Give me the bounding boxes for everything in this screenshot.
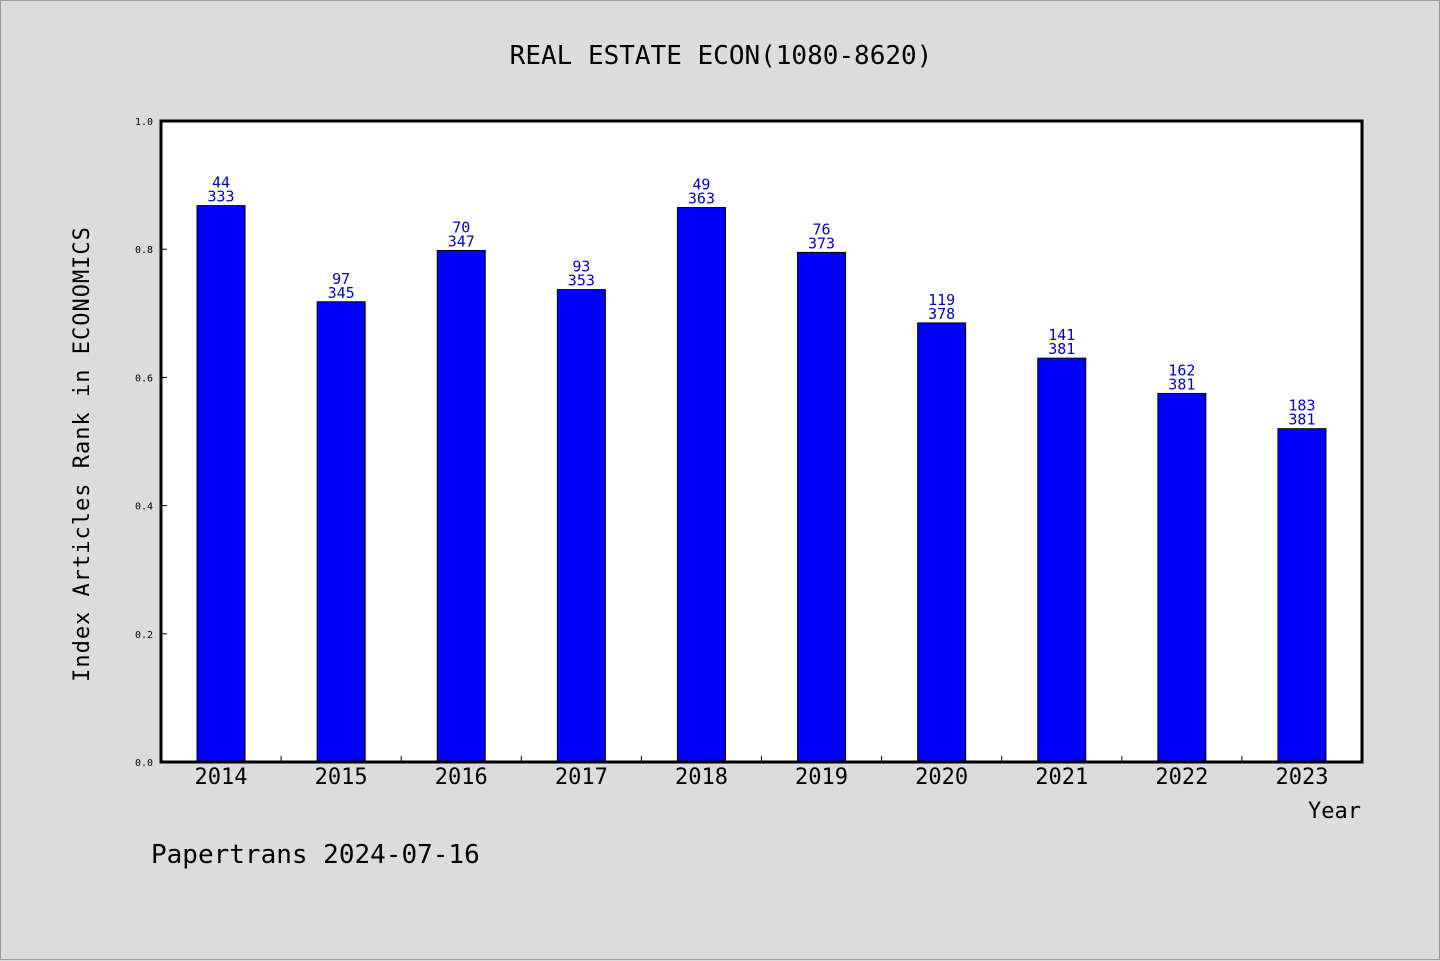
rank-label: 44 (212, 174, 230, 192)
rank-label: 93 (572, 258, 590, 276)
x-tick-label: 2023 (1275, 765, 1328, 790)
bars-layer: 4433397345703479335349363763731193781413… (196, 174, 1327, 763)
rank-label: 119 (928, 291, 955, 309)
rank-label: 183 (1288, 397, 1315, 415)
bar-2018 (676, 207, 726, 763)
total-label: 381 (1168, 375, 1195, 393)
chart-title: REAL ESTATE ECON(1080-8620) (510, 41, 933, 71)
rank-label: 162 (1168, 361, 1195, 379)
bar-2023 (1277, 428, 1327, 763)
plot-border (159, 119, 1364, 764)
bar-2021 (1037, 357, 1087, 763)
rank-label: 49 (692, 176, 710, 194)
bar-2017 (556, 289, 606, 763)
x-tick-label: 2021 (1035, 765, 1088, 790)
y-tick-label: 0.8 (135, 245, 153, 256)
ticks-layer: 0.0 0.2 0.4 0.6 0.8 1.0 2014 2015 2016 2017 2018 20… (135, 117, 1329, 790)
total-label: 378 (928, 305, 955, 323)
total-label: 345 (328, 284, 355, 302)
total-label: 373 (808, 234, 835, 252)
x-tick-label: 2020 (915, 765, 968, 790)
x-tick-label: 2017 (555, 765, 608, 790)
y-tick-label: 1.0 (135, 117, 153, 128)
rank-label: 70 (452, 218, 470, 236)
x-tick-label: 2014 (195, 765, 248, 790)
y-tick-label: 0.4 (135, 502, 153, 513)
rank-label: 97 (332, 270, 350, 288)
footer-credit: Papertrans 2024-07-16 (151, 840, 480, 870)
x-tick-label: 2018 (675, 765, 728, 790)
x-tick-label: 2016 (435, 765, 488, 790)
total-label: 347 (448, 232, 475, 250)
y-tick-label: 0.6 (135, 373, 153, 384)
total-label: 363 (688, 190, 715, 208)
rank-label: 141 (1048, 326, 1075, 344)
bar-2015 (316, 301, 366, 763)
total-label: 353 (568, 272, 595, 290)
x-tick-label: 2019 (795, 765, 848, 790)
total-label: 381 (1288, 411, 1315, 429)
rank-label: 76 (813, 220, 831, 238)
x-tick-label: 2015 (315, 765, 368, 790)
bar-2019 (797, 251, 847, 763)
bar-2014 (196, 205, 246, 763)
y-tick-label: 0.2 (135, 630, 153, 641)
y-tick-label: 0.0 (135, 758, 153, 769)
total-label: 333 (208, 188, 235, 206)
bar-2016 (436, 249, 486, 763)
y-axis-label: Index Articles Rank in ECONOMICS (70, 226, 95, 682)
x-tick-label: 2022 (1155, 765, 1208, 790)
bar-2022 (1157, 392, 1207, 763)
total-label: 381 (1048, 340, 1075, 358)
bar-2020 (917, 322, 967, 763)
x-axis-label: Year (1308, 799, 1361, 824)
